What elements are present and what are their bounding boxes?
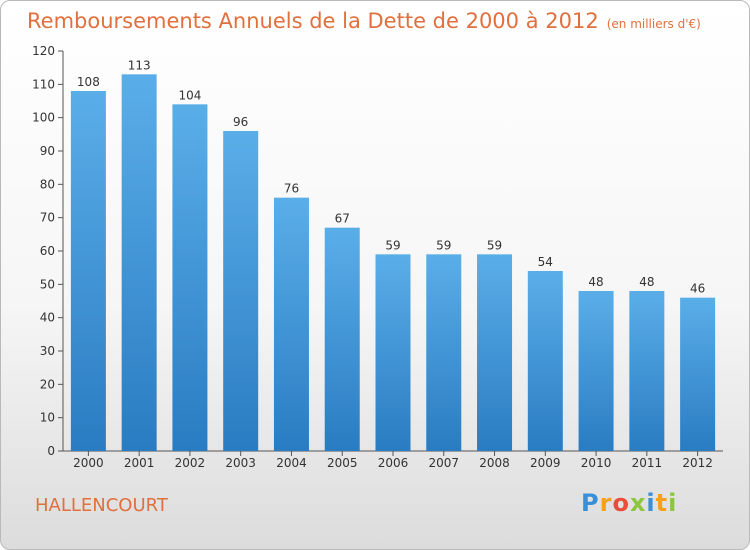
- bar: [477, 254, 513, 451]
- logo-letter: P: [581, 489, 600, 517]
- y-tick-label: 50: [40, 277, 55, 291]
- x-tick-label: 2002: [175, 456, 206, 470]
- bar: [375, 254, 411, 451]
- x-tick-label: 2011: [632, 456, 663, 470]
- x-tick-label: 2008: [479, 456, 510, 470]
- y-tick-label: 100: [32, 111, 55, 125]
- data-label: 48: [588, 275, 603, 289]
- logo-letter: i: [646, 489, 656, 517]
- x-tick-label: 2010: [581, 456, 612, 470]
- logo-letter: r: [599, 489, 613, 517]
- y-tick-label: 70: [40, 211, 55, 225]
- title-unit: (en milliers d'€): [606, 17, 701, 31]
- chart-title: Remboursements Annuels de la Dette de 20…: [27, 9, 701, 33]
- y-tick-label: 20: [40, 377, 55, 391]
- y-tick-label: 30: [40, 344, 55, 358]
- data-label: 108: [77, 75, 100, 89]
- bar: [680, 297, 716, 451]
- y-tick-label: 90: [40, 144, 55, 158]
- x-tick-label: 2000: [73, 456, 104, 470]
- y-tick-label: 80: [40, 177, 55, 191]
- data-label: 67: [335, 212, 350, 226]
- bar: [578, 291, 614, 451]
- data-label: 104: [178, 88, 201, 102]
- bar: [527, 271, 563, 451]
- x-tick-label: 2004: [276, 456, 307, 470]
- logo-letter: t: [655, 489, 669, 517]
- commune-name: HALLENCOURT: [35, 495, 168, 516]
- bar: [629, 291, 665, 451]
- title-text: Remboursements Annuels de la Dette de 20…: [27, 9, 599, 33]
- logo-letter: x: [629, 489, 647, 517]
- data-label: 46: [690, 282, 705, 296]
- data-label: 59: [487, 238, 502, 252]
- data-label: 113: [128, 58, 151, 72]
- proxiti-logo: Proxiti: [581, 489, 677, 517]
- x-tick-label: 2001: [124, 456, 155, 470]
- logo-letter: i: [668, 489, 678, 517]
- data-label: 76: [284, 182, 299, 196]
- logo-letter: o: [612, 489, 630, 517]
- y-tick-label: 110: [32, 77, 55, 91]
- data-label: 59: [385, 238, 400, 252]
- bar: [273, 197, 309, 451]
- bar: [121, 74, 157, 451]
- y-tick-label: 0: [47, 444, 55, 458]
- data-label: 59: [436, 238, 451, 252]
- y-tick-label: 60: [40, 244, 55, 258]
- x-tick-label: 2003: [225, 456, 256, 470]
- bar: [70, 91, 106, 451]
- x-tick-label: 2005: [327, 456, 358, 470]
- y-tick-label: 40: [40, 311, 55, 325]
- bar: [172, 104, 208, 451]
- data-label: 48: [639, 275, 654, 289]
- bar: [223, 131, 259, 451]
- x-tick-label: 2012: [682, 456, 713, 470]
- data-label: 96: [233, 115, 248, 129]
- bar: [324, 227, 360, 451]
- data-label: 54: [538, 255, 553, 269]
- bar: [426, 254, 462, 451]
- x-tick-label: 2007: [428, 456, 459, 470]
- x-tick-label: 2006: [378, 456, 409, 470]
- y-tick-label: 10: [40, 411, 55, 425]
- y-tick-label: 120: [32, 44, 55, 58]
- x-tick-label: 2009: [530, 456, 561, 470]
